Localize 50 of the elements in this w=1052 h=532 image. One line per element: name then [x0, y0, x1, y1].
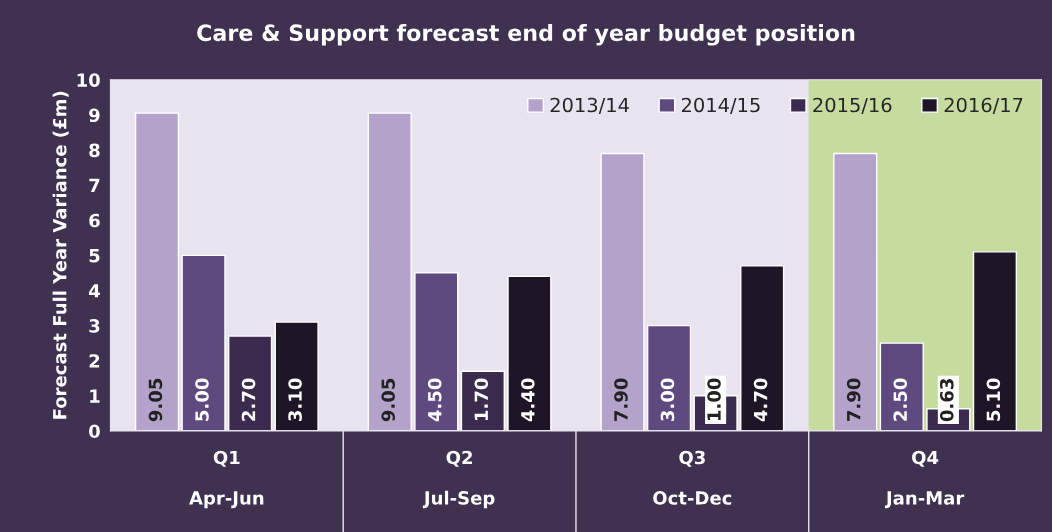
bar — [414, 272, 459, 431]
data-label: 7.90 — [614, 378, 628, 421]
data-label: 1.00 — [707, 378, 721, 421]
data-label: 7.90 — [846, 378, 861, 421]
category-label: Q2 Jul-Sep — [422, 450, 495, 509]
bar — [740, 265, 785, 431]
y-tick-label: 4 — [88, 284, 100, 298]
y-tick-label: 8 — [89, 143, 100, 158]
data-label: 2.70 — [241, 378, 256, 421]
category-label: Q3 Oct-Dec — [653, 450, 732, 505]
y-tick-label: 1 — [90, 389, 100, 403]
bar — [134, 112, 180, 431]
bar — [274, 321, 319, 431]
bar — [181, 254, 226, 431]
data-label: 3.00 — [660, 378, 675, 421]
data-label: 5.00 — [195, 378, 209, 421]
data-label: 4.50 — [427, 378, 442, 422]
y-tick-label: 6 — [89, 213, 100, 228]
data-label: 4.70 — [753, 378, 768, 422]
bar — [367, 112, 412, 431]
bar — [879, 342, 924, 431]
data-label: 1.70 — [474, 378, 489, 421]
legend-label: 2013/14 — [550, 97, 629, 114]
bar — [228, 335, 273, 431]
data-label: 9.05 — [381, 378, 395, 422]
bar — [833, 152, 878, 431]
bar — [507, 275, 552, 431]
y-tick-label: 0 — [89, 424, 100, 439]
category-label: Q1 Apr-Jun — [189, 450, 264, 509]
y-tick-label: 5 — [89, 249, 100, 263]
bar — [972, 251, 1018, 431]
y-tick-label: 10 — [77, 73, 100, 87]
legend-label: 2014/15 — [681, 97, 760, 114]
y-tick-label: 9 — [89, 108, 100, 123]
y-axis-title: Forecast Full Year Variance (£m) — [52, 91, 69, 419]
legend-label: 2015/16 — [813, 97, 892, 114]
y-tick-label: 7 — [89, 178, 100, 192]
data-label: 3.10 — [288, 378, 302, 421]
y-tick-label: 3 — [89, 319, 100, 333]
data-label: 4.40 — [521, 378, 535, 422]
category-label: Q4 Jan-Mar — [884, 450, 965, 509]
data-label: 9.05 — [148, 378, 163, 422]
bar — [646, 324, 692, 431]
data-label: 5.10 — [986, 378, 1001, 421]
data-label: 0.63 — [939, 379, 954, 422]
chart-title: Care & Support forecast end of year budget position — [197, 23, 855, 46]
bar — [600, 152, 645, 431]
y-tick-label: 2 — [89, 354, 100, 368]
data-label: 2.50 — [893, 378, 908, 421]
legend-label: 2016/17 — [944, 97, 1023, 114]
